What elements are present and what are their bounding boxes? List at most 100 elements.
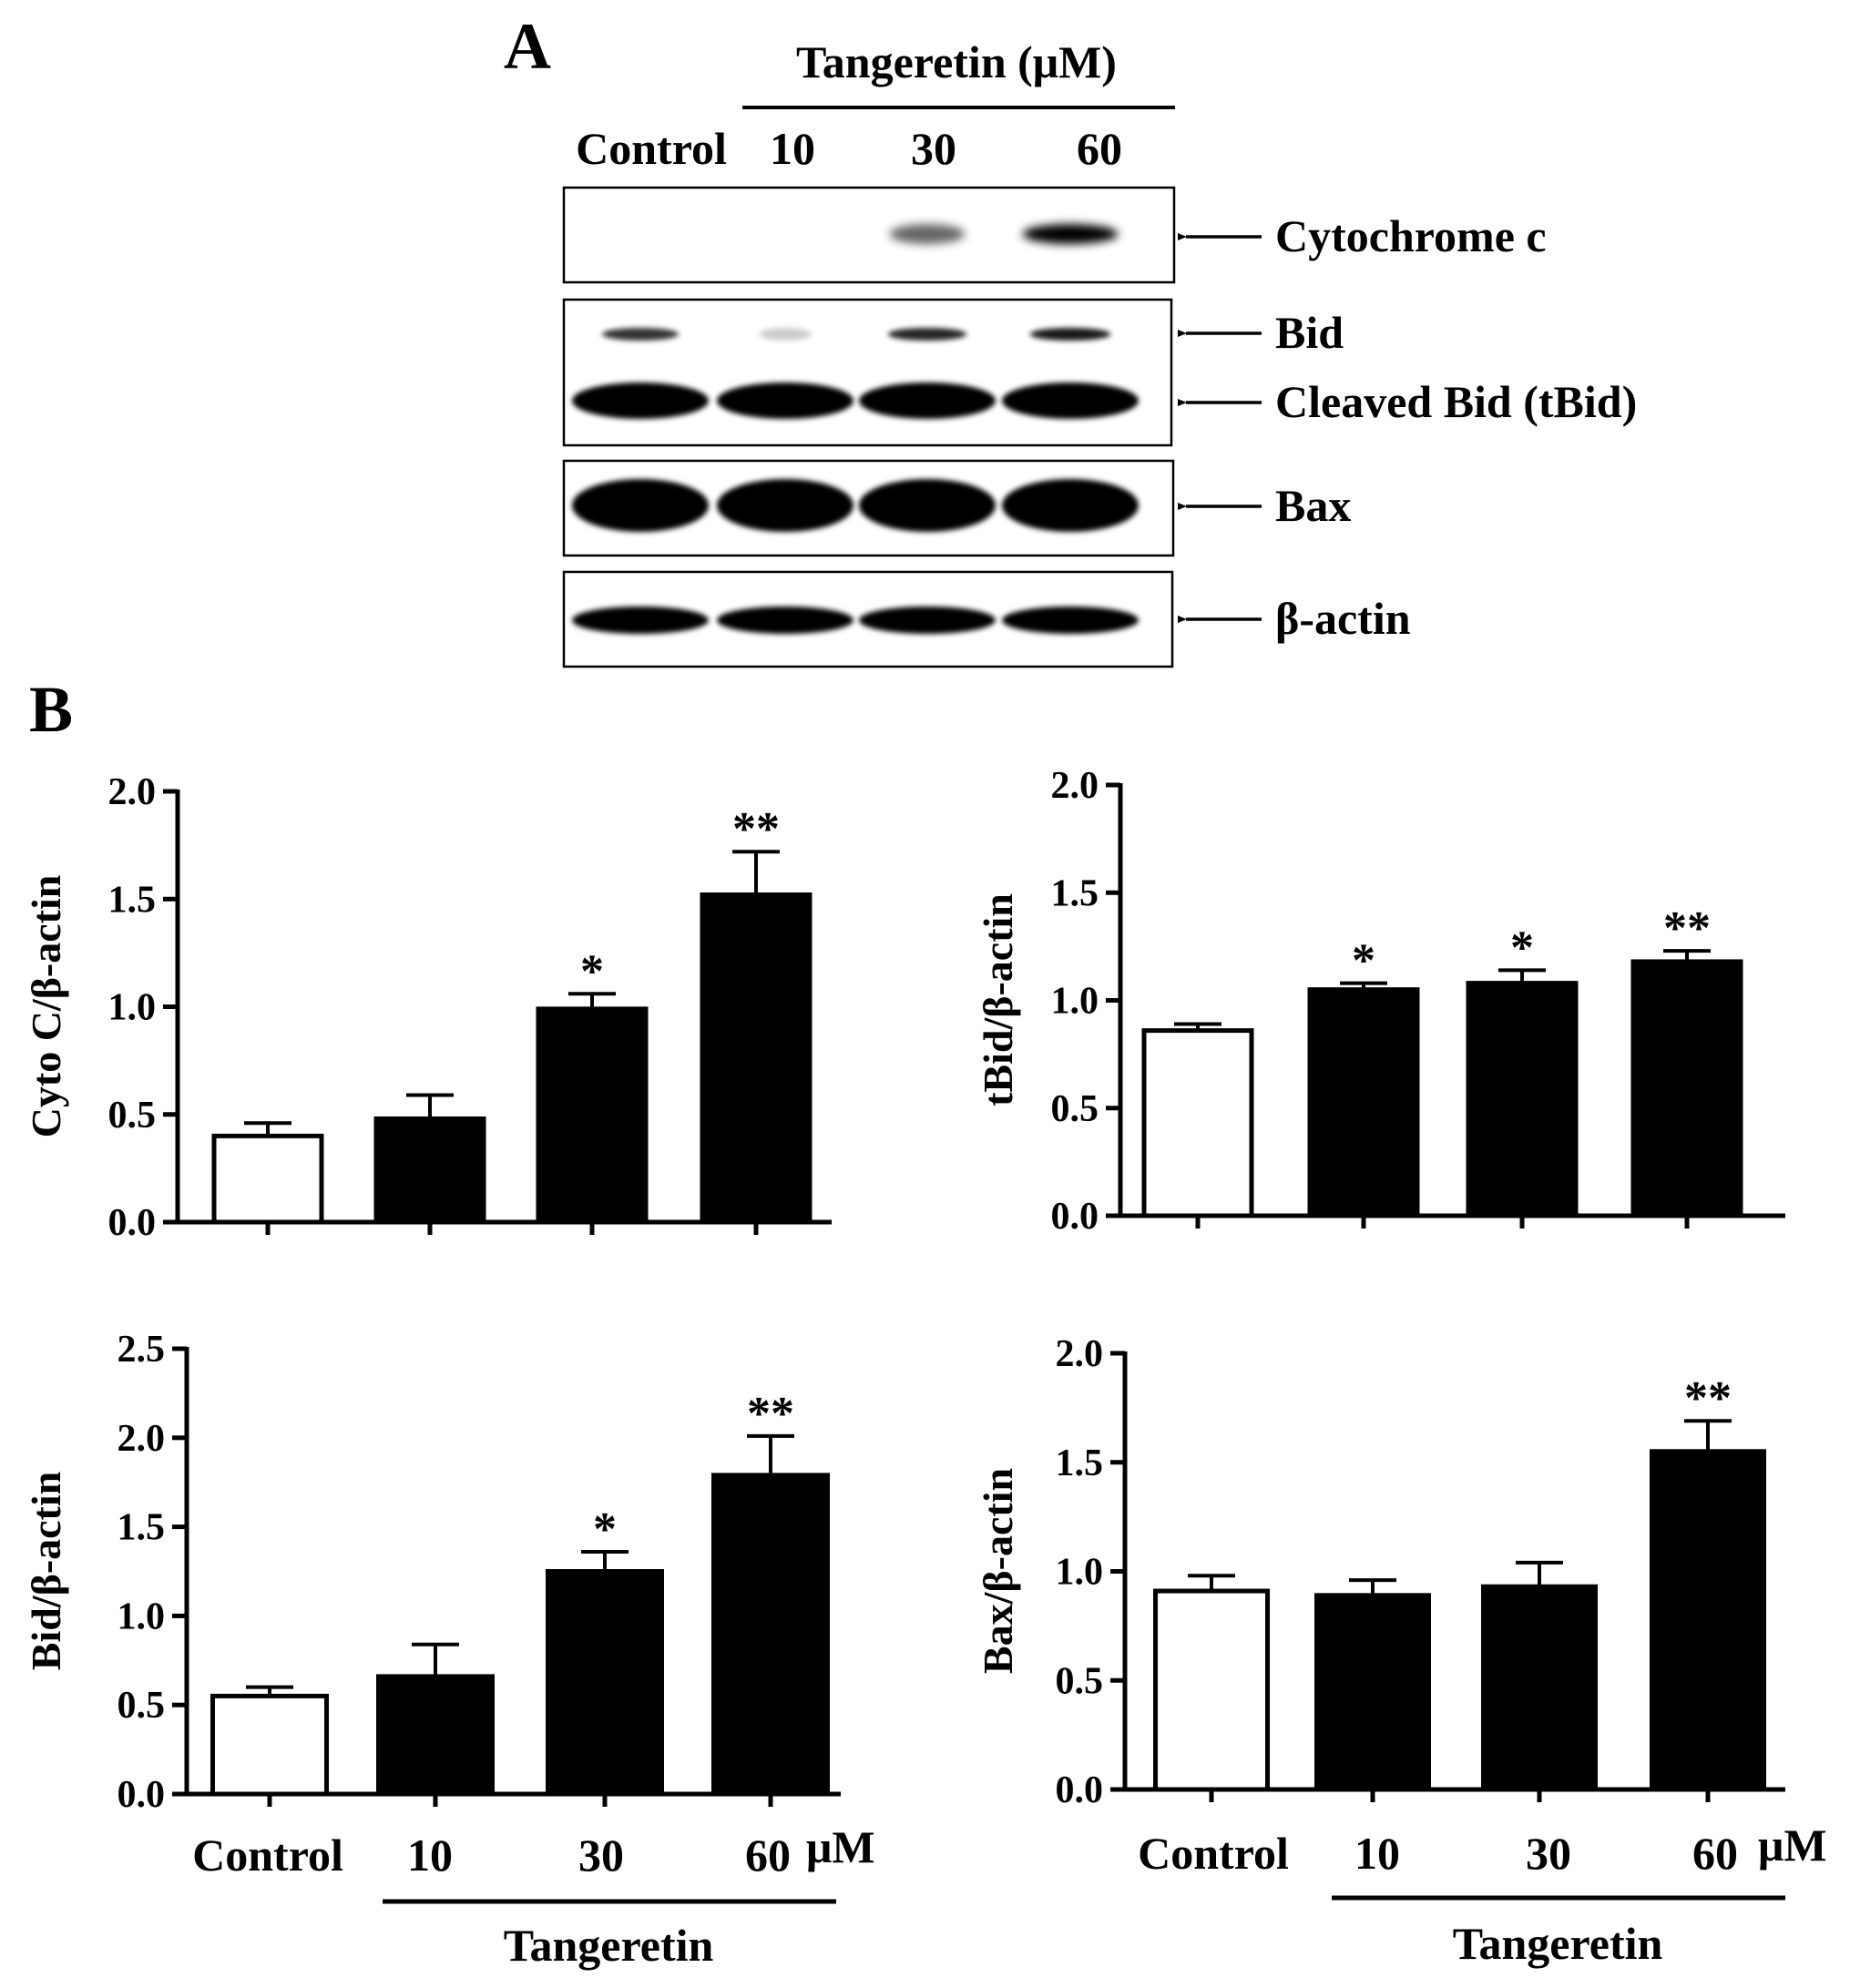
- band-bid-1-lane-2: [759, 328, 812, 341]
- lane-label-10: 10: [770, 123, 815, 174]
- y-tick-label: 1.0: [1051, 981, 1099, 1023]
- bar-60: [711, 1473, 830, 1797]
- panel-a: A Tangeretin (μM) Control 10 30 60 Cytoc…: [504, 10, 1637, 668]
- band-beta-actin-1-lane-1: [572, 607, 709, 634]
- bar-control: [1153, 1588, 1270, 1792]
- band-bid-1-lane-3: [887, 328, 967, 341]
- y-tick-label: 0.5: [118, 1685, 166, 1727]
- y-tick-label: 0.5: [108, 1095, 157, 1137]
- x-label-60-left: 60: [745, 1830, 791, 1881]
- x-label-60-right: 60: [1692, 1828, 1738, 1879]
- blot-bid: [562, 298, 1173, 447]
- band-bid-2-lane-4: [1002, 382, 1139, 419]
- band-cytochrome-c-1-lane-3: [889, 224, 966, 244]
- bar-10: [373, 1116, 486, 1225]
- band-label-bid: Bid: [1275, 307, 1344, 358]
- bar-30: [546, 1569, 664, 1797]
- lane-label-30: 30: [911, 123, 956, 174]
- band-beta-actin-1-lane-3: [859, 607, 996, 634]
- y-tick-label: 1.0: [1056, 1552, 1104, 1594]
- lane-label-control: Control: [576, 123, 727, 174]
- significance-marker: **: [1663, 902, 1711, 954]
- significance-marker: **: [747, 1388, 794, 1440]
- bar-60: [1630, 959, 1743, 1218]
- band-bid-1-lane-4: [1029, 328, 1111, 341]
- unit-label-left: μM: [806, 1821, 875, 1872]
- bar-60: [700, 892, 813, 1225]
- bar-30: [1466, 981, 1579, 1218]
- bar-10: [376, 1674, 495, 1797]
- band-bid-2-lane-1: [572, 382, 709, 419]
- band-label-cleaved-bid: Cleaved Bid (tBid): [1275, 376, 1637, 427]
- x-label-10-right: 10: [1354, 1828, 1400, 1879]
- blot-bands: [572, 224, 1139, 634]
- y-tick-label: 2.5: [118, 1329, 166, 1371]
- group-label-right: Tangeretin: [1453, 1918, 1663, 1969]
- y-tick-label: 2.0: [1056, 1333, 1104, 1375]
- y-axis-title: Bax/β-actin: [975, 1468, 1021, 1674]
- y-tick-label: 1.5: [118, 1507, 166, 1549]
- bar-10: [1314, 1593, 1431, 1792]
- y-tick-label: 1.0: [118, 1595, 166, 1637]
- y-tick-label: 2.0: [108, 771, 157, 813]
- band-label-bax: Bax: [1275, 480, 1351, 531]
- x-label-30-right: 30: [1526, 1828, 1571, 1879]
- bar-control: [1141, 1028, 1254, 1218]
- band-beta-actin-1-lane-2: [717, 607, 853, 634]
- y-tick-label: 1.5: [1051, 872, 1099, 914]
- y-tick-label: 0.0: [118, 1774, 166, 1816]
- treatment-header: Tangeretin (μM): [796, 36, 1117, 87]
- y-tick-label: 0.5: [1056, 1660, 1104, 1702]
- band-label-beta-actin: β-actin: [1275, 593, 1411, 644]
- y-axis-title: tBid/β-actin: [975, 893, 1021, 1106]
- significance-marker: *: [1352, 935, 1375, 987]
- chart-4: 0.0 0.5 1.0 1.5 2.0 Bax/β-actin **: [975, 1333, 1785, 1811]
- lane-label-60: 60: [1077, 123, 1122, 174]
- significance-marker: **: [1684, 1372, 1732, 1424]
- band-bid-1-lane-1: [601, 328, 680, 341]
- y-tick-label: 0.0: [1051, 1196, 1099, 1238]
- bar-10: [1307, 987, 1420, 1218]
- bar-control: [210, 1693, 329, 1797]
- band-bax-1-lane-2: [717, 479, 853, 532]
- y-tick-label: 0.0: [1056, 1769, 1104, 1811]
- y-tick-label: 1.5: [108, 879, 157, 921]
- bar-control: [211, 1133, 324, 1225]
- y-tick-label: 2.0: [1051, 765, 1099, 807]
- significance-marker: *: [580, 945, 604, 997]
- band-bax-1-lane-4: [1002, 479, 1139, 532]
- bar-30: [536, 1006, 649, 1225]
- panel-b: B Control 10 30 60 μM Tangeretin Control…: [23, 673, 1827, 1971]
- band-bid-2-lane-3: [859, 382, 996, 419]
- bar-60: [1650, 1449, 1766, 1792]
- panel-a-label: A: [504, 10, 551, 83]
- x-label-control-right: Control: [1138, 1828, 1289, 1879]
- x-label-10-left: 10: [407, 1830, 453, 1881]
- band-beta-actin-1-lane-4: [1002, 607, 1139, 634]
- band-bax-1-lane-3: [859, 479, 996, 532]
- y-tick-label: 0.5: [1051, 1088, 1099, 1130]
- band-label-cytochrome-c: Cytochrome c: [1275, 210, 1547, 261]
- y-tick-label: 1.0: [108, 987, 157, 1029]
- significance-marker: **: [732, 803, 780, 855]
- y-tick-label: 0.0: [108, 1202, 157, 1244]
- x-label-control-left: Control: [192, 1830, 343, 1881]
- panel-b-label: B: [29, 673, 73, 746]
- x-label-30-left: 30: [578, 1830, 624, 1881]
- group-label-left: Tangeretin: [504, 1920, 714, 1971]
- y-tick-label: 2.0: [118, 1418, 166, 1460]
- bar-30: [1481, 1584, 1598, 1792]
- significance-marker: *: [593, 1504, 617, 1555]
- y-tick-label: 1.5: [1056, 1443, 1104, 1484]
- y-axis-title: Cyto C/β-actin: [23, 875, 69, 1138]
- y-axis-title: Bid/β-actin: [23, 1472, 69, 1670]
- significance-marker: *: [1510, 922, 1534, 974]
- band-bax-1-lane-1: [572, 479, 709, 532]
- band-cytochrome-c-1-lane-4: [1022, 224, 1119, 244]
- band-bid-2-lane-2: [717, 382, 853, 419]
